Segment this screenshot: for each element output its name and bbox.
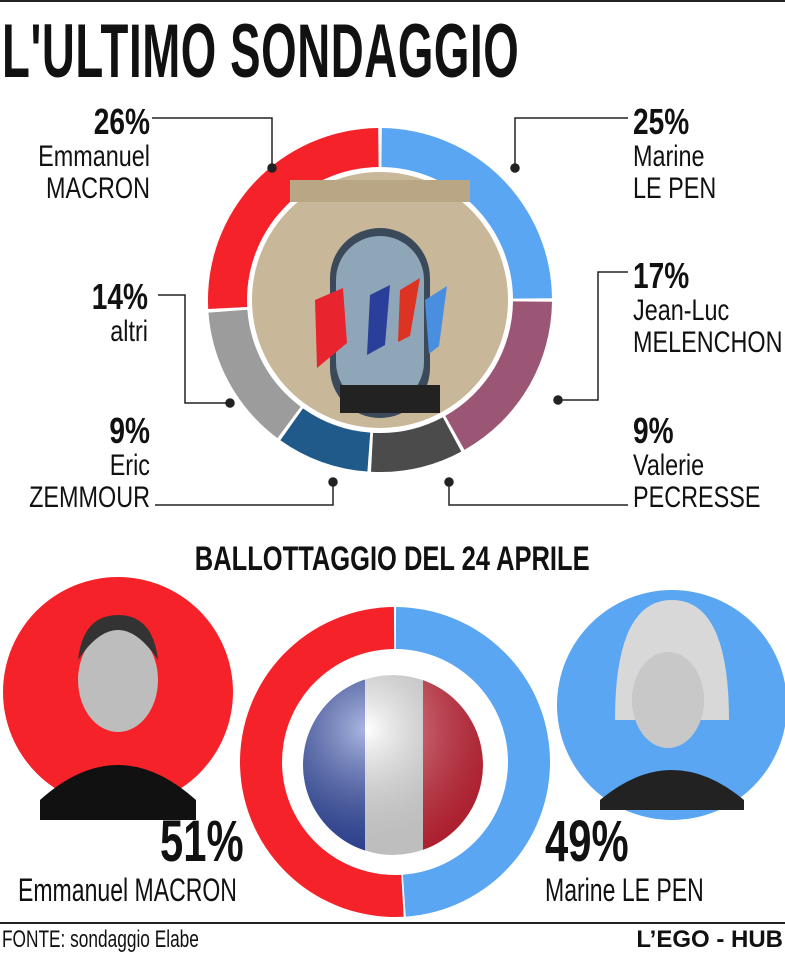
name-label: Emmanuel bbox=[38, 140, 150, 173]
name-label: PECRESSE bbox=[633, 481, 761, 514]
pct-label: 14% bbox=[91, 276, 148, 317]
runoff-title: BALLOTTAGGIO DEL 24 APRILE bbox=[0, 540, 785, 579]
name-label: MELENCHON bbox=[633, 326, 783, 359]
brand-text: L’EGO - HUB bbox=[636, 926, 783, 953]
name-label: LE PEN bbox=[633, 172, 717, 205]
name-text: Emmanuel MACRON bbox=[18, 872, 237, 908]
macron-runoff-pct: 51% bbox=[160, 812, 276, 872]
palace-photo bbox=[252, 172, 508, 428]
source-text: FONTE: sondaggio Elabe bbox=[2, 926, 199, 953]
donut-slice-0 bbox=[395, 607, 550, 917]
donut-slice-4 bbox=[208, 309, 301, 439]
label-melenchon: 17% Jean-Luc MELENCHON bbox=[633, 257, 785, 359]
pct-text: 49% bbox=[545, 809, 629, 874]
donut-slice-3 bbox=[280, 408, 371, 472]
donut-slice-2 bbox=[370, 417, 462, 472]
label-altri: 14% altri bbox=[0, 278, 148, 348]
name-label: MACRON bbox=[45, 172, 150, 205]
pct-label: 9% bbox=[633, 410, 674, 451]
donut-slice-0 bbox=[381, 128, 552, 299]
donut-slice-1 bbox=[239, 607, 404, 918]
le-pen-runoff-name: Marine LE PEN bbox=[545, 873, 766, 907]
donut-chart-runoff bbox=[239, 607, 550, 918]
name-label: Jean-Luc bbox=[633, 294, 730, 327]
donut-chart-poll bbox=[207, 128, 552, 472]
label-pecresse: 9% Valerie PECRESSE bbox=[633, 412, 785, 514]
leader-lines bbox=[152, 117, 628, 506]
pct-label: 9% bbox=[109, 410, 150, 451]
pct-label: 25% bbox=[633, 101, 690, 142]
name-text: Marine LE PEN bbox=[545, 872, 704, 908]
french-flag-ball bbox=[303, 675, 483, 855]
page-title: L'ULTIMO SONDAGGIO bbox=[2, 9, 520, 94]
name-label: ZEMMOUR bbox=[29, 481, 150, 514]
name-label: Marine bbox=[633, 140, 705, 173]
name-label: Valerie bbox=[633, 449, 705, 482]
runoff-title-text: BALLOTTAGGIO DEL 24 APRILE bbox=[195, 540, 590, 578]
brand-logo: L’EGO - HUB bbox=[636, 926, 783, 953]
name-label: Eric bbox=[109, 449, 150, 482]
le-pen-runoff-pct: 49% bbox=[545, 812, 661, 872]
pct-text: 51% bbox=[160, 809, 244, 874]
label-macron: 26% Emmanuel MACRON bbox=[0, 103, 150, 205]
donut-slice-5 bbox=[207, 128, 379, 310]
macron-runoff-name: Emmanuel MACRON bbox=[18, 873, 322, 907]
pct-label: 17% bbox=[633, 255, 690, 296]
macron-portrait bbox=[3, 577, 233, 820]
label-le-pen: 25% Marine LE PEN bbox=[633, 103, 785, 205]
pct-label: 26% bbox=[93, 101, 150, 142]
donut-slice-1 bbox=[445, 301, 552, 450]
source-note: FONTE: sondaggio Elabe bbox=[2, 926, 275, 953]
le-pen-portrait bbox=[557, 590, 785, 820]
label-zemmour: 9% Eric ZEMMOUR bbox=[0, 412, 150, 514]
name-label: altri bbox=[110, 315, 148, 348]
